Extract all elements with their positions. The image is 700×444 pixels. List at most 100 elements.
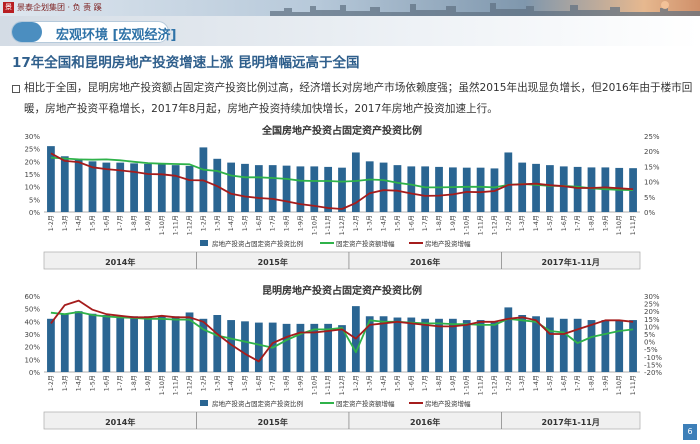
bar (351, 152, 360, 212)
x-tick-label: 1-7月 (117, 215, 124, 231)
bar (338, 167, 346, 212)
national-investment-chart: 全国房地产投资占固定资产投资比例 0% 5% 10% 15% 20% 25% 30% 0% 5% 1… (24, 124, 660, 270)
x-tick-label: 1-2月 (200, 215, 207, 231)
x-tick-label: 1-9月 (450, 215, 457, 231)
bar (282, 165, 291, 212)
x-tick-label: 1-9月 (297, 215, 304, 231)
x-tick-label: 1-12月 (339, 215, 346, 235)
section-title: 宏观环境 [宏观经济] (56, 28, 177, 43)
bar (546, 165, 554, 212)
y-right-tick-label: 0% (644, 209, 655, 217)
bar (476, 320, 485, 372)
series-line-2 (50, 152, 634, 210)
bar (88, 313, 97, 372)
y-right-tick-label: 30% (644, 293, 660, 301)
x-tick-label: 1-8月 (436, 215, 443, 231)
bar (421, 318, 430, 372)
bar (185, 312, 194, 372)
x-tick-label: 1-12月 (187, 215, 194, 235)
x-tick-label: 1-9月 (145, 375, 152, 391)
legend-swatch-bar (200, 400, 208, 406)
bar (60, 156, 69, 212)
bar (254, 165, 263, 212)
bar (407, 166, 416, 212)
x-tick-label: 1-5月 (394, 375, 401, 391)
bar (379, 162, 388, 212)
series-line-1 (50, 311, 634, 354)
bar (60, 313, 69, 372)
x-tick-label: 1-3月 (62, 215, 69, 231)
bar (324, 323, 333, 372)
bar (407, 317, 416, 372)
y-right-tick-label: -15% (644, 361, 662, 369)
x-tick-label: 1-4月 (381, 375, 388, 391)
year-group-label: 2016年 (410, 417, 440, 427)
x-tick-label: 1-12月 (339, 375, 346, 395)
y-right-tick-label: 15% (644, 316, 660, 324)
x-tick-label: 1-12月 (491, 215, 498, 235)
bar (365, 161, 374, 212)
x-tick-label: 1-7月 (422, 375, 429, 391)
y-right-tick-label: 0% (644, 339, 655, 347)
x-tick-label: 1-2月 (353, 375, 360, 391)
x-tick-label: 1-6月 (561, 375, 568, 391)
y-left-tick-label: 20% (24, 344, 40, 352)
y-right-tick-label: 20% (644, 308, 660, 316)
bar (449, 318, 457, 372)
bar (227, 162, 235, 212)
x-tick-label: 1-11月 (478, 215, 485, 235)
x-tick-label: 1-2月 (353, 215, 360, 231)
x-tick-label: 1-9月 (602, 375, 609, 391)
x-tick-label: 1-11月 (173, 375, 180, 395)
x-tick-label: 1-3月 (519, 215, 526, 231)
bar (504, 307, 513, 372)
bar (102, 162, 111, 212)
x-tick-label: 1-5月 (547, 375, 554, 391)
bar (393, 317, 402, 372)
legend-label: 固定资产投资额增幅 (336, 399, 395, 408)
bar (296, 166, 305, 212)
x-tick-label: 1-4月 (76, 215, 83, 231)
legend-label: 房地产投资增幅 (425, 399, 471, 408)
bar (157, 316, 166, 372)
x-tick-label: 1-5月 (242, 375, 249, 391)
y-left-tick-label: 30% (24, 133, 40, 141)
x-tick-label: 1-11月 (325, 215, 332, 235)
x-tick-label: 1-6月 (256, 215, 263, 231)
legend-label: 固定资产投资额增幅 (336, 239, 395, 248)
x-tick-label: 1-3月 (214, 215, 221, 231)
y-right-tick-label: 25% (644, 133, 660, 141)
bar (324, 166, 333, 212)
bar (532, 316, 540, 372)
y-left-tick-label: 20% (24, 158, 40, 166)
bar (379, 316, 388, 372)
x-tick-label: 1-10月 (616, 215, 623, 235)
bar (47, 318, 55, 372)
x-tick-label: 1-10月 (159, 375, 166, 395)
y-right-tick-label: 25% (644, 301, 660, 309)
y-left-tick-label: 10% (24, 184, 40, 192)
x-tick-label: 1-8月 (284, 375, 291, 391)
bar (171, 165, 180, 212)
y-left-tick-label: 0% (29, 369, 40, 377)
bar (573, 318, 582, 372)
x-tick-label: 1-2月 (48, 215, 55, 231)
bar (116, 162, 125, 212)
legend-label: 房地产投资占固定资产投资比例 (212, 399, 303, 408)
y-left-tick-label: 10% (24, 356, 40, 364)
year-group-label: 2014年 (105, 417, 135, 427)
company-name: 景泰企划集团 · 负 责 蹊 (17, 3, 102, 12)
y-right-tick-label: 5% (644, 194, 655, 202)
y-left-tick-label: 5% (29, 196, 40, 204)
year-group-label: 2014年 (105, 257, 135, 267)
x-tick-label: 1-2月 (200, 375, 207, 391)
x-tick-label: 1-10月 (616, 375, 623, 395)
bar (47, 146, 55, 212)
x-tick-label: 1-6月 (103, 215, 110, 231)
y-right-tick-label: -10% (644, 354, 662, 362)
x-tick-label: 1-6月 (561, 215, 568, 231)
x-tick-label: 1-7月 (422, 215, 429, 231)
company-logo: 景 (3, 2, 14, 13)
y-left-tick-label: 30% (24, 331, 40, 339)
y-right-tick-label: 5% (644, 331, 655, 339)
